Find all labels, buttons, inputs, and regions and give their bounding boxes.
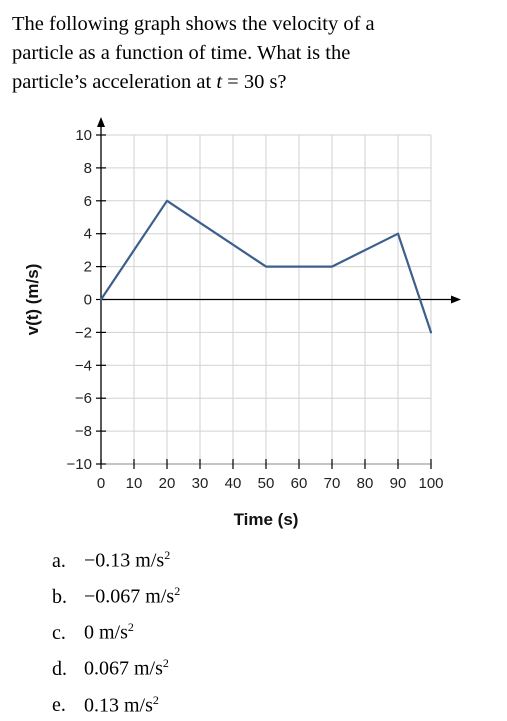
option-value: 0 m/s2 (84, 612, 134, 648)
y-axis-arrow (97, 117, 105, 127)
x-tick-label: 20 (159, 475, 176, 492)
y-tick-label: −6 (75, 390, 92, 407)
option-value: 0.067 m/s2 (84, 648, 169, 684)
x-tick-label: 60 (291, 475, 308, 492)
option-value: 0.13 m/s2 (84, 685, 159, 721)
option-value-text: −0.067 m/s (84, 586, 174, 608)
option-value-text: 0.067 m/s (84, 658, 163, 680)
x-tick-label: 100 (418, 475, 443, 492)
option-value-text: −0.13 m/s (84, 550, 164, 572)
y-tick-label: −4 (75, 357, 92, 374)
y-axis-title: v(t) (m/s) (23, 264, 42, 336)
y-tick-label: 10 (75, 127, 92, 144)
y-tick-label: −10 (67, 456, 92, 473)
y-tick-label: 6 (84, 193, 92, 210)
x-tick-label: 10 (126, 475, 143, 492)
option-exponent: 2 (163, 656, 169, 670)
y-tick-label: 8 (84, 160, 92, 177)
option-letter: c. (52, 618, 84, 649)
x-axis-arrow (451, 296, 461, 304)
option-e[interactable]: e. 0.13 m/s2 (52, 685, 180, 721)
option-value-text: 0.13 m/s (84, 694, 153, 716)
y-tick-label: −2 (75, 324, 92, 341)
x-tick-label: 80 (357, 475, 374, 492)
option-c[interactable]: c. 0 m/s2 (52, 612, 180, 648)
x-tick-label: 40 (225, 475, 242, 492)
option-letter: e. (52, 690, 84, 721)
option-exponent: 2 (128, 620, 134, 634)
option-b[interactable]: b. −0.067 m/s2 (52, 576, 180, 612)
x-axis-title: Time (s) (234, 510, 299, 529)
option-value: −0.13 m/s2 (84, 540, 170, 576)
x-tick-label: 50 (258, 475, 275, 492)
option-d[interactable]: d. 0.067 m/s2 (52, 648, 180, 684)
answer-options: a. −0.13 m/s2 b. −0.067 m/s2 c. 0 m/s2 d… (52, 540, 180, 721)
y-tick-label: 2 (84, 259, 92, 276)
x-tick-label: 90 (390, 475, 407, 492)
x-tick-label: 0 (97, 475, 105, 492)
x-tick-label: 30 (192, 475, 209, 492)
option-a[interactable]: a. −0.13 m/s2 (52, 540, 180, 576)
y-tick-label: 0 (84, 292, 92, 309)
option-letter: d. (52, 654, 84, 685)
option-value: −0.067 m/s2 (84, 576, 180, 612)
x-tick-label: 70 (324, 475, 341, 492)
option-value-text: 0 m/s (84, 622, 128, 644)
option-letter: a. (52, 546, 84, 577)
option-letter: b. (52, 582, 84, 613)
option-exponent: 2 (164, 548, 170, 562)
option-exponent: 2 (174, 584, 180, 598)
y-tick-label: 4 (84, 226, 92, 243)
y-tick-label: −8 (75, 423, 92, 440)
